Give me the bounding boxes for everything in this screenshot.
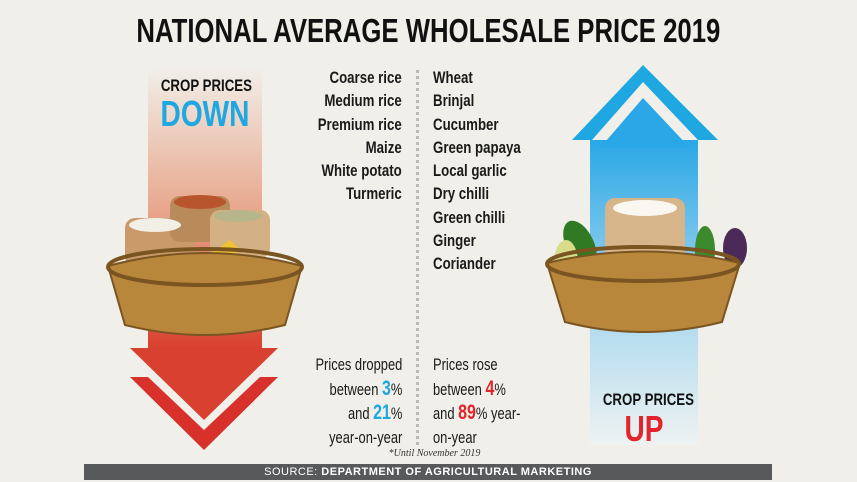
- list-item: Cucumber: [433, 114, 499, 134]
- source-bar: SOURCE: DEPARTMENT OF AGRICULTURAL MARKE…: [84, 464, 772, 480]
- list-item: Maize: [365, 137, 402, 157]
- list-item: Premium rice: [317, 114, 402, 134]
- list-item: Wheat: [433, 68, 473, 87]
- list-item: Coarse rice: [329, 68, 402, 87]
- basket-grains-illustration: [106, 195, 304, 336]
- list-item: Coriander: [433, 254, 496, 274]
- footnote: *Until November 2019: [388, 448, 481, 459]
- list-item: Dry chilli: [433, 184, 490, 204]
- crops-down-list: Coarse rice Medium rice Premium rice Mai…: [294, 66, 402, 206]
- list-item: Green chilli: [433, 207, 506, 227]
- list-item: White potato: [321, 161, 402, 181]
- list-item: Local garlic: [433, 161, 507, 181]
- list-item: Turmeric: [346, 184, 402, 204]
- list-item: Brinjal: [433, 91, 475, 111]
- up-summary: Prices rose between 4% and 89% year- on-…: [433, 355, 521, 447]
- basket-vegetables-illustration: [545, 198, 747, 333]
- list-item: Ginger: [433, 231, 476, 251]
- crops-up-list: Wheat Brinjal Cucumber Green papaya Loca…: [433, 66, 545, 276]
- list-item: Medium rice: [324, 91, 402, 111]
- list-item: Green papaya: [433, 137, 521, 157]
- page-title: NATIONAL AVERAGE WHOLESALE PRICE 2019: [136, 12, 721, 49]
- dotted-divider: [416, 70, 419, 445]
- down-panel-label: CROP PRICES DOWN: [160, 76, 252, 134]
- down-summary: Prices dropped between 3% and 21% year-o…: [315, 355, 402, 447]
- up-panel-label: CROP PRICES UP: [602, 390, 694, 449]
